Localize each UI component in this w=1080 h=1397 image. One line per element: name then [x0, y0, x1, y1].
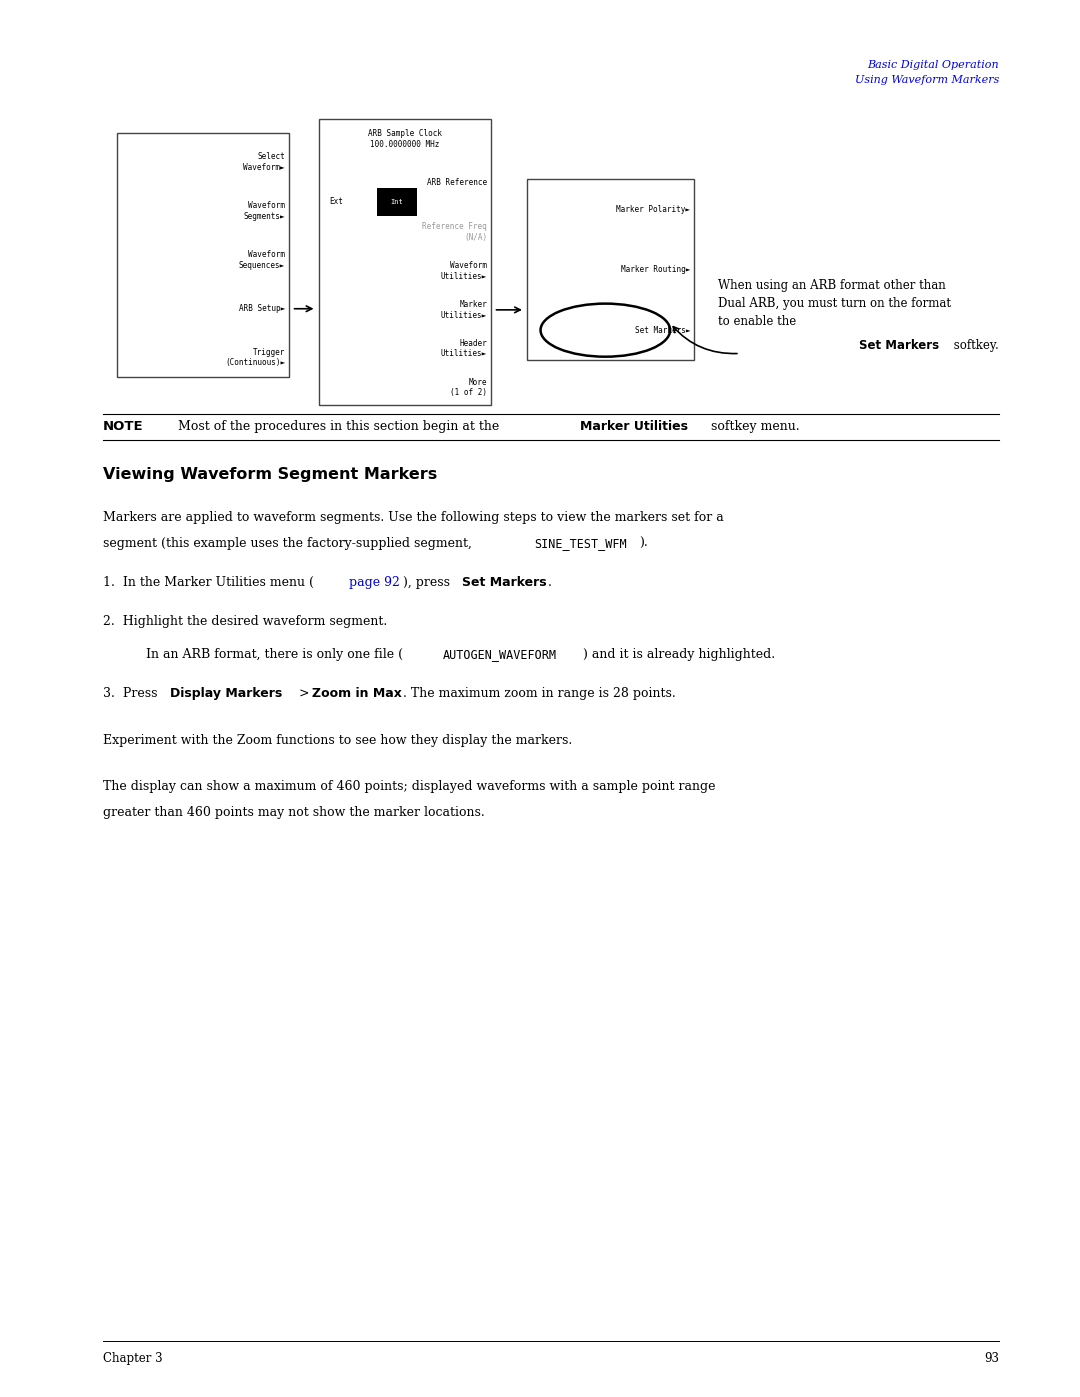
Text: Trigger
(Continuous)►: Trigger (Continuous)►	[225, 348, 285, 367]
Text: Marker Utilities: Marker Utilities	[580, 420, 688, 433]
Text: Set Markers: Set Markers	[462, 576, 546, 590]
Text: The display can show a maximum of 460 points; displayed waveforms with a sample : The display can show a maximum of 460 po…	[103, 780, 715, 793]
Text: greater than 460 points may not show the marker locations.: greater than 460 points may not show the…	[103, 806, 484, 819]
Text: >: >	[295, 687, 313, 700]
Text: Waveform
Sequences►: Waveform Sequences►	[239, 250, 285, 270]
Text: NOTE: NOTE	[103, 420, 144, 433]
Text: . The maximum zoom in range is 28 points.: . The maximum zoom in range is 28 points…	[403, 687, 676, 700]
Text: softkey.: softkey.	[950, 339, 999, 352]
Text: Reference Freq
(N/A): Reference Freq (N/A)	[422, 222, 487, 242]
Text: 1.  In the Marker Utilities menu (: 1. In the Marker Utilities menu (	[103, 576, 313, 590]
Text: In an ARB format, there is only one file (: In an ARB format, there is only one file…	[146, 648, 403, 661]
Text: Marker Polarity►: Marker Polarity►	[616, 204, 690, 214]
Text: SINE_TEST_WFM: SINE_TEST_WFM	[535, 536, 627, 550]
Text: softkey menu.: softkey menu.	[707, 420, 800, 433]
FancyBboxPatch shape	[117, 133, 289, 377]
Text: Most of the procedures in this section begin at the: Most of the procedures in this section b…	[178, 420, 503, 433]
Text: Marker Routing►: Marker Routing►	[621, 265, 690, 274]
Text: Waveform
Segments►: Waveform Segments►	[243, 201, 285, 221]
Text: Select
Waveform►: Select Waveform►	[243, 152, 285, 172]
Text: Display Markers: Display Markers	[170, 687, 282, 700]
Text: AUTOGEN_WAVEFORM: AUTOGEN_WAVEFORM	[443, 648, 557, 661]
Text: Waveform
Utilities►: Waveform Utilities►	[441, 261, 487, 281]
Text: ).: ).	[639, 536, 648, 550]
Text: ARB Setup►: ARB Setup►	[239, 305, 285, 313]
Text: Viewing Waveform Segment Markers: Viewing Waveform Segment Markers	[103, 467, 436, 482]
Text: page 92: page 92	[349, 576, 400, 590]
Text: Ext: Ext	[329, 197, 343, 207]
Text: Experiment with the Zoom functions to see how they display the markers.: Experiment with the Zoom functions to se…	[103, 733, 571, 746]
Text: Set Markers: Set Markers	[859, 339, 939, 352]
Text: ) and it is already highlighted.: ) and it is already highlighted.	[583, 648, 775, 661]
Text: 3.  Press: 3. Press	[103, 687, 161, 700]
Text: Using Waveform Markers: Using Waveform Markers	[854, 75, 999, 85]
Text: Chapter 3: Chapter 3	[103, 1352, 162, 1365]
Text: Basic Digital Operation: Basic Digital Operation	[867, 60, 999, 70]
FancyBboxPatch shape	[527, 179, 694, 360]
Text: Header
Utilities►: Header Utilities►	[441, 339, 487, 359]
Text: Marker
Utilities►: Marker Utilities►	[441, 300, 487, 320]
Text: ), press: ), press	[403, 576, 454, 590]
Text: Int: Int	[391, 198, 403, 204]
Text: When using an ARB format other than
Dual ARB, you must turn on the format
to ena: When using an ARB format other than Dual…	[718, 279, 951, 328]
Text: segment (this example uses the factory-supplied segment,: segment (this example uses the factory-s…	[103, 536, 475, 550]
Text: 2.  Highlight the desired waveform segment.: 2. Highlight the desired waveform segmen…	[103, 615, 387, 627]
Text: More
(1 of 2): More (1 of 2)	[450, 379, 487, 397]
Text: Set Markers►: Set Markers►	[635, 326, 690, 335]
FancyBboxPatch shape	[319, 119, 491, 405]
Text: .: .	[548, 576, 552, 590]
Text: Zoom in Max: Zoom in Max	[312, 687, 402, 700]
FancyBboxPatch shape	[377, 187, 417, 215]
Text: Markers are applied to waveform segments. Use the following steps to view the ma: Markers are applied to waveform segments…	[103, 511, 724, 524]
Text: ARB Reference: ARB Reference	[427, 177, 487, 187]
Text: 93: 93	[984, 1352, 999, 1365]
Text: ARB Sample Clock
100.0000000 MHz: ARB Sample Clock 100.0000000 MHz	[368, 129, 442, 148]
